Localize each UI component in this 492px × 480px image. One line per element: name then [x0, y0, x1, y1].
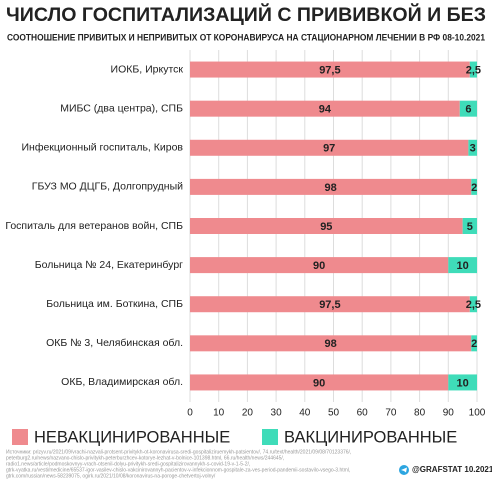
x-tick-label: 20: [242, 408, 254, 419]
legend-swatch: [12, 429, 28, 445]
y-tick-label: ОКБ № 3, Челябинская обл.: [46, 337, 183, 349]
value-label: 2: [471, 338, 477, 350]
bar-segment: [471, 178, 477, 195]
y-tick-label: ГБУЗ МО ДЦГБ, Долгопрудный: [32, 181, 183, 193]
value-label: 97,5: [319, 64, 340, 76]
source-note: Источники: prizyv.ru/2021/09/vrachi-nazv…: [6, 449, 351, 455]
x-tick-label: 10: [213, 408, 225, 419]
value-label: 10: [457, 377, 469, 389]
bar-segment: [462, 218, 477, 234]
bar-segment: [190, 257, 449, 274]
value-label: 6: [465, 104, 471, 116]
legend-swatch: [262, 429, 278, 445]
bar-segment: [448, 257, 477, 274]
y-tick-label: МИБС (два центра), СПБ: [60, 102, 183, 114]
bar-segment: [190, 178, 472, 195]
x-tick-label: 70: [385, 408, 397, 419]
bar-segment: [190, 374, 449, 391]
value-label: 97,5: [319, 299, 340, 311]
value-label: 2: [471, 182, 477, 194]
bar-segment: [190, 218, 463, 234]
y-tick-label: Больница им. Боткина, СПБ: [46, 298, 183, 310]
value-label: 98: [325, 182, 337, 194]
y-tick-label: Больница № 24, Екатеринбург: [35, 259, 183, 271]
bar-segment: [468, 139, 477, 156]
bar-segment: [469, 61, 477, 78]
bar-segment: [190, 296, 470, 313]
source-note: gtrk.com/russian/news-58239075, ogirk.ru…: [6, 473, 216, 479]
credit: @GRAFSTAT 10.2021: [412, 465, 492, 474]
y-tick-label: ИОКБ, Иркутск: [111, 63, 184, 75]
chart-title: ЧИСЛО ГОСПИТАЛИЗАЦИЙ С ПРИВИВКОЙ И БЕЗ: [6, 4, 486, 26]
y-tick-label: ОКБ, Владимирская обл.: [61, 376, 183, 388]
source-note: gtrk-vyatka.ru/vesti/medicine/65537-igor…: [6, 467, 350, 473]
legend-label: ВАКЦИНИРОВАННЫЕ: [284, 428, 457, 446]
value-label: 98: [325, 338, 337, 350]
legend-label: НЕВАКЦИНИРОВАННЫЕ: [34, 428, 230, 446]
x-tick-label: 50: [328, 408, 340, 419]
value-label: 90: [313, 377, 325, 389]
value-label: 97: [323, 143, 335, 155]
value-label: 10: [457, 260, 469, 272]
x-tick-label: 80: [414, 408, 426, 419]
x-tick-label: 100: [469, 408, 486, 419]
bar-segment: [190, 100, 460, 117]
telegram-icon: [399, 465, 409, 475]
value-label: 2,5: [466, 299, 481, 311]
bar-segment: [190, 335, 472, 352]
bar-segment: [469, 296, 477, 313]
value-label: 95: [320, 221, 332, 233]
source-note: radio1.news/article/podmoskovnyy-vrach-o…: [6, 461, 250, 467]
x-tick-label: 30: [271, 408, 283, 419]
bar-segment: [471, 335, 477, 352]
value-label: 5: [467, 221, 473, 233]
chart-subtitle: СООТНОШЕНИЕ ПРИВИТЫХ И НЕПРИВИТЫХ ОТ КОР…: [7, 32, 485, 42]
value-label: 3: [470, 143, 476, 155]
value-label: 90: [313, 260, 325, 272]
x-tick-label: 40: [299, 408, 311, 419]
bar-segment: [190, 139, 469, 156]
value-label: 94: [319, 104, 332, 116]
y-tick-label: Инфекционный госпиталь, Киров: [21, 142, 183, 154]
bar-segment: [459, 100, 477, 117]
bar-segment: [190, 61, 470, 78]
x-tick-label: 90: [443, 408, 455, 419]
x-tick-label: 0: [187, 408, 193, 419]
value-label: 2,5: [466, 64, 481, 76]
x-tick-label: 60: [357, 408, 369, 419]
source-note: peterburg2.ru/news/nazvano-chislo-privit…: [6, 455, 284, 461]
bar-segment: [448, 374, 477, 391]
y-tick-label: Госпиталь для ветеранов войн, СПБ: [5, 220, 183, 232]
